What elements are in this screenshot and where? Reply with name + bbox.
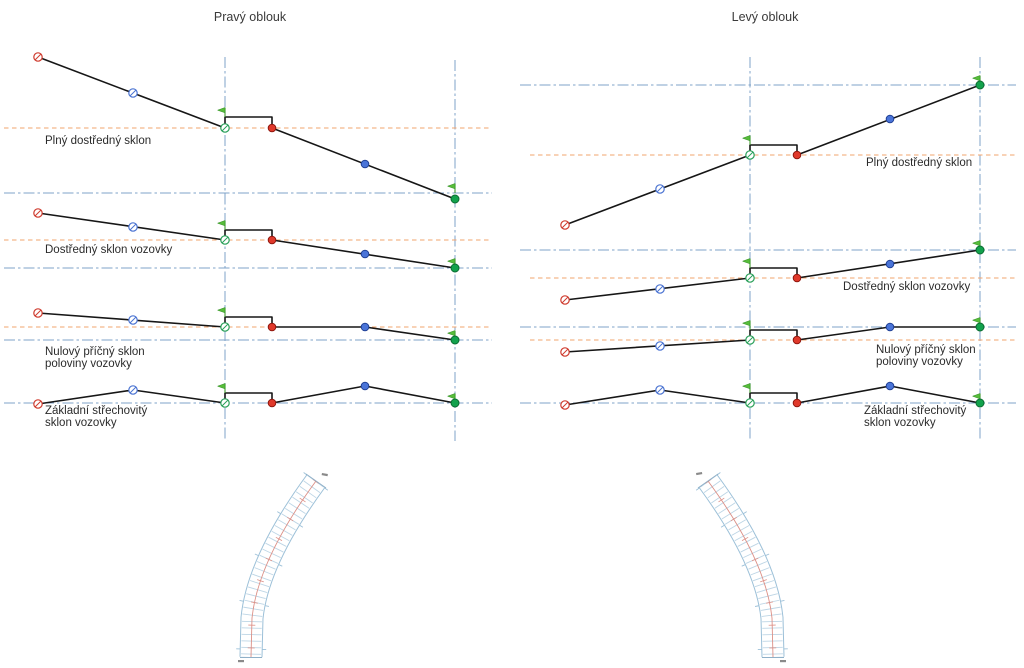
axis-slash-marker-icon [745,150,755,160]
axis-dot-marker-icon [792,398,802,408]
edge-slash-marker-icon [33,52,43,62]
lane-dot-marker-icon [360,249,370,259]
cross-slope-profile-line [37,385,456,405]
station-micro-label [780,660,786,663]
stage-label: Dostředný sklon vozovky [843,281,970,293]
plan-centerline [707,480,774,658]
axis-dot-marker-icon [267,123,277,133]
axis-dot-marker-icon [792,273,802,283]
station-micro-label [321,472,328,477]
plan-view-right-curve [236,472,329,663]
axis-dot-marker-icon [267,398,277,408]
stage-nulovy-pricny-sklon: Nulový příčný sklon poloviny vozovky [4,306,492,370]
lane-dot-marker-icon [360,159,370,169]
stage-dostredny-sklon-vozovky: Dostředný sklon vozovky [520,239,1016,305]
lane-slash-marker-icon [655,385,665,395]
lane-slash-marker-icon [655,341,665,351]
stage-nulovy-pricny-sklon: Nulový příčný sklon poloviny vozovky [520,316,1016,368]
stage-label: Základní střechovitý [864,405,967,417]
axis-slash-marker-icon [220,322,230,332]
station-micro-label [696,471,703,476]
axis-slash-marker-icon [220,123,230,133]
cross-slope-profile-line [37,212,456,269]
right-curve-title: Pravý oblouk [214,10,287,24]
edge-dot-marker-icon [450,263,460,273]
lane-slash-marker-icon [128,315,138,325]
axis-dot-marker-icon [792,150,802,160]
axis-slash-marker-icon [745,273,755,283]
lane-dot-marker-icon [885,114,895,124]
axis-dot-marker-icon [792,335,802,345]
stage-label: Dostředný sklon vozovky [45,244,172,256]
plan-start-cap [697,473,719,489]
edge-dot-marker-icon [975,245,985,255]
lane-dot-marker-icon [885,259,895,269]
stage-label-line2: sklon vozovky [864,417,936,429]
stage-label: Plný dostředný sklon [45,135,151,147]
cross-slope-profile-line [564,84,981,226]
edge-dot-marker-icon [975,398,985,408]
stage-label-line2: poloviny vozovky [876,356,963,368]
stage-zakladni-strechovity-sklon: Základní střechovitý sklon vozovky [4,381,492,429]
edge-dot-marker-icon [450,335,460,345]
cross-slope-profile-line [564,249,981,301]
stage-label: Základní střechovitý [45,405,148,417]
stage-label-line2: sklon vozovky [45,417,117,429]
edge-slash-marker-icon [33,399,43,409]
edge-slash-marker-icon [560,295,570,305]
plan-centerline [250,480,317,658]
lane-slash-marker-icon [128,385,138,395]
plan-view-left-curve [695,471,788,663]
lane-dot-marker-icon [885,322,895,332]
stage-zakladni-strechovity-sklon: Základní střechovitý sklon vozovky [520,381,1016,429]
stage-label-line2: poloviny vozovky [45,358,132,370]
lane-slash-marker-icon [128,222,138,232]
stage-label: Plný dostředný sklon [866,157,972,169]
left-curve-title: Levý oblouk [732,10,799,24]
axis-slash-marker-icon [745,335,755,345]
stage-plny-dostredny-sklon: Plný dostředný sklon [4,52,492,204]
edge-dot-marker-icon [450,398,460,408]
edge-slash-marker-icon [560,347,570,357]
plan-start-cap [305,473,327,489]
edge-slash-marker-icon [33,308,43,318]
stage-dostredny-sklon-vozovky: Dostředný sklon vozovky [4,208,492,273]
cross-slope-profile-line [37,56,456,200]
stage-plny-dostredny-sklon: Plný dostředný sklon [520,74,1016,230]
lane-dot-marker-icon [360,322,370,332]
lane-slash-marker-icon [655,284,665,294]
edge-slash-marker-icon [33,208,43,218]
cross-slope-profile-line [564,385,981,406]
panel-pravy-oblouk: Plný dostředný sklon Dostředný sklon voz… [4,52,492,441]
edge-dot-marker-icon [975,80,985,90]
edge-dot-marker-icon [450,194,460,204]
lane-slash-marker-icon [128,88,138,98]
axis-slash-marker-icon [745,398,755,408]
edge-slash-marker-icon [560,400,570,410]
axis-dot-marker-icon [267,235,277,245]
stage-label: Nulový příčný sklon [876,344,976,356]
panel-levy-oblouk: Plný dostředný sklon Dostředný sklon voz… [520,57,1016,441]
lane-dot-marker-icon [885,381,895,391]
edge-slash-marker-icon [560,220,570,230]
lane-dot-marker-icon [360,381,370,391]
edge-dot-marker-icon [975,322,985,332]
stage-label: Nulový příčný sklon [45,346,145,358]
axis-slash-marker-icon [220,235,230,245]
axis-slash-marker-icon [220,398,230,408]
axis-dot-marker-icon [267,322,277,332]
station-micro-label [238,660,244,663]
lane-slash-marker-icon [655,184,665,194]
